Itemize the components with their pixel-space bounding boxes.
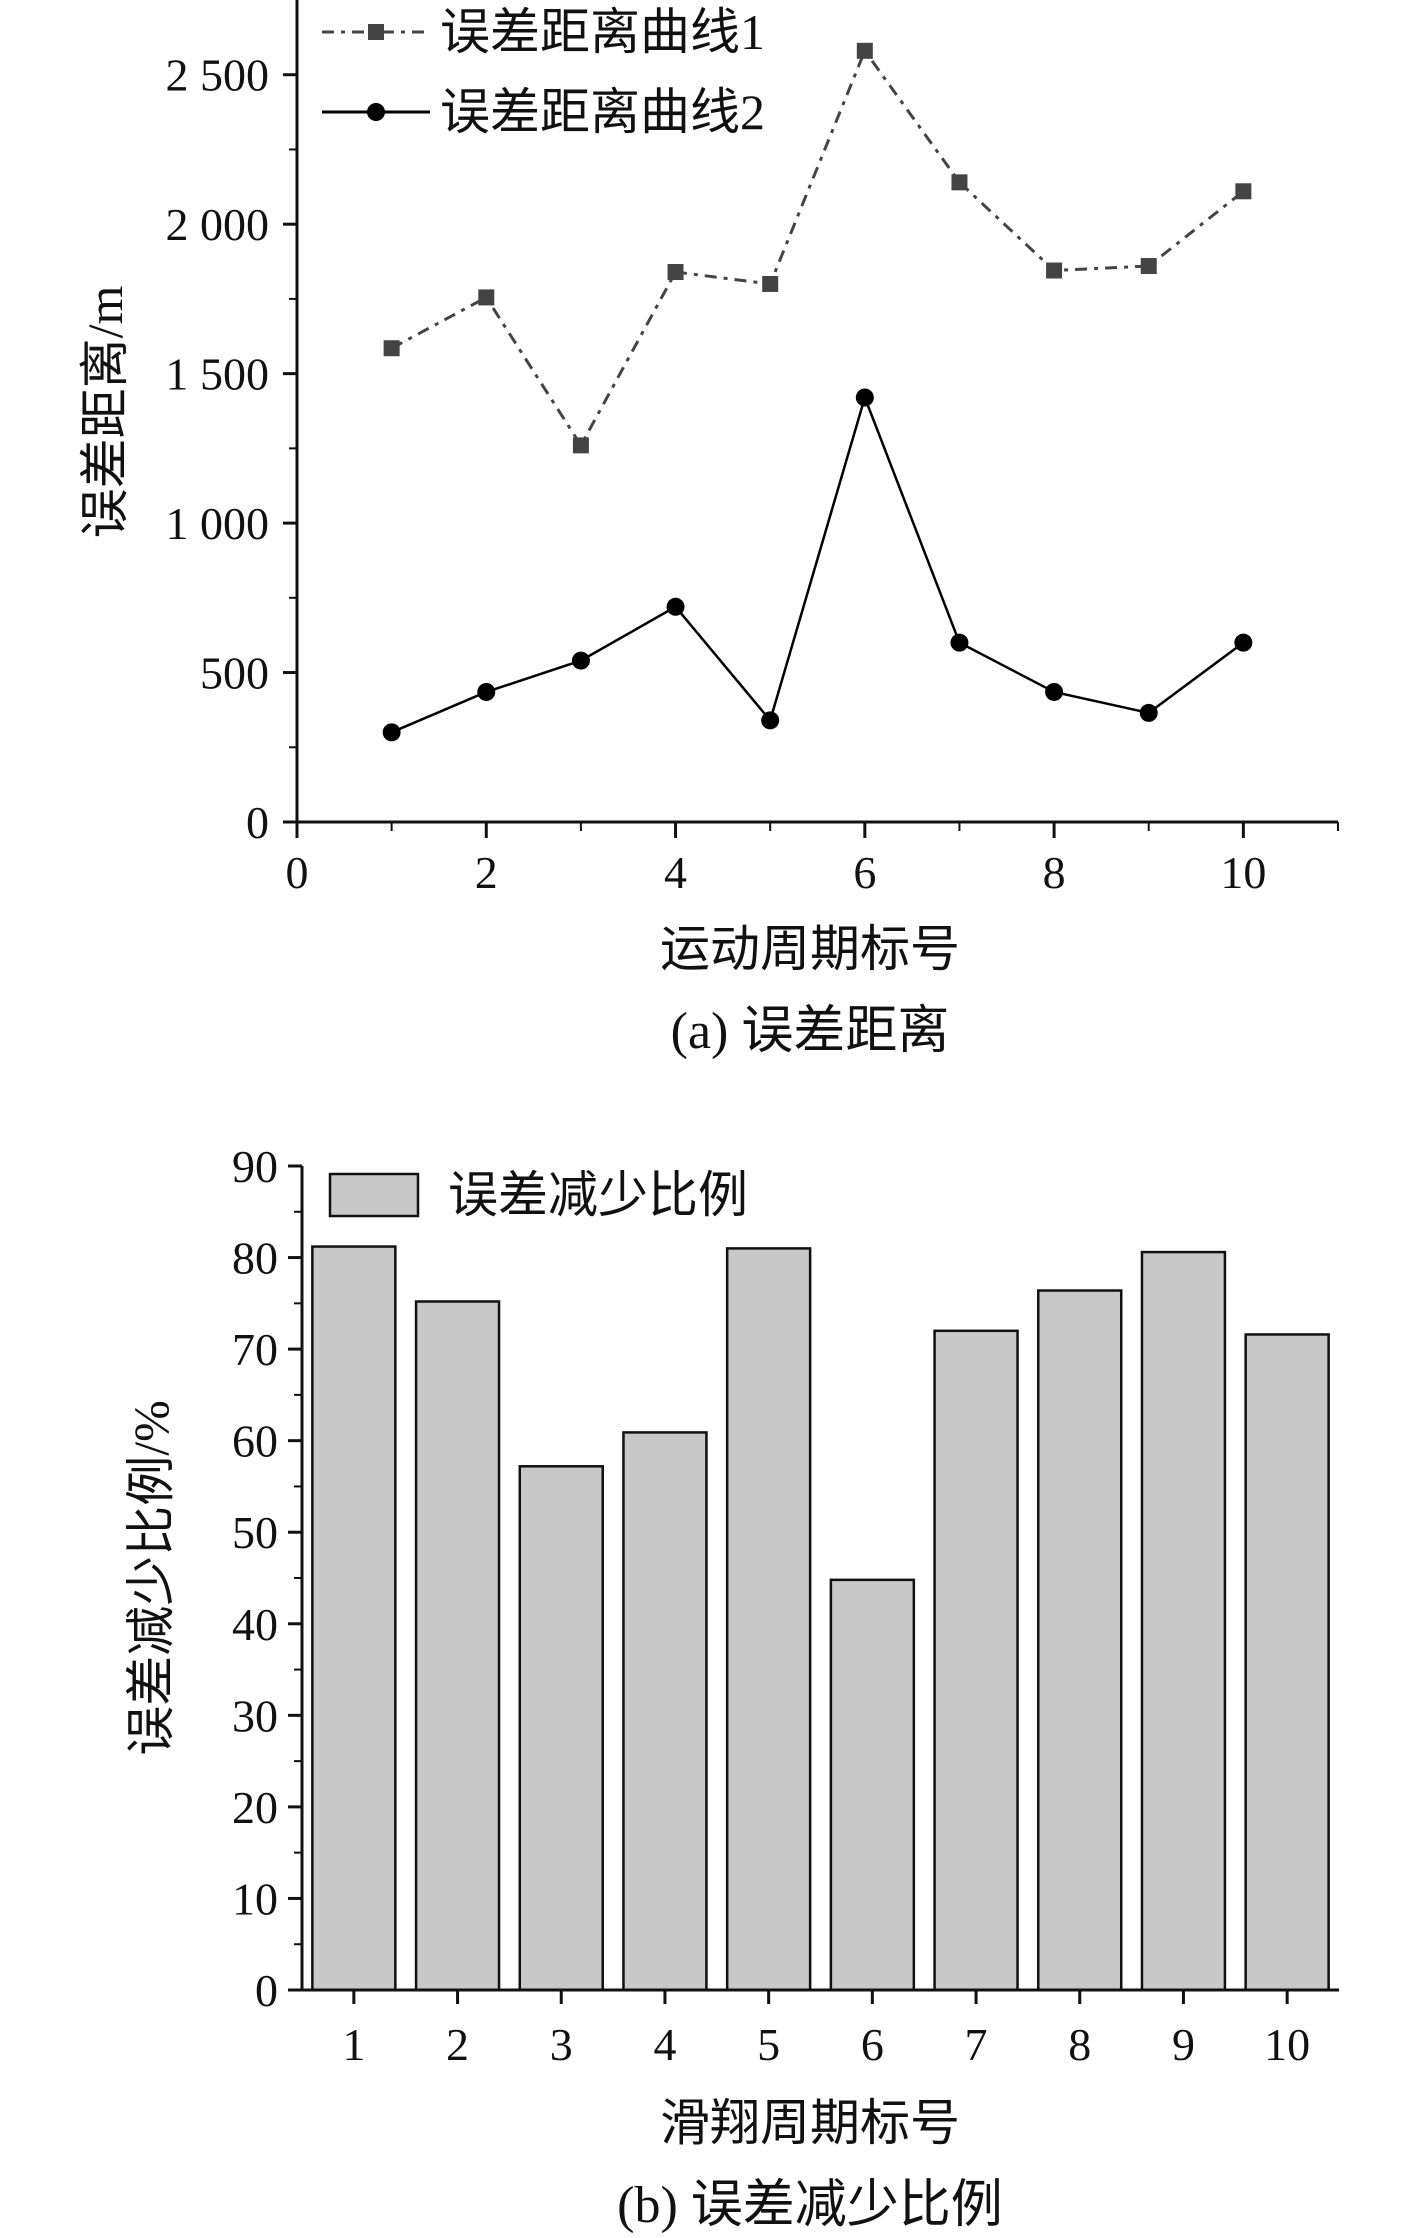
bar (1037, 1289, 1123, 1992)
bar (518, 1465, 604, 1992)
y-tick-label: 1 500 (166, 349, 270, 400)
data-point-series2 (855, 388, 874, 407)
x-tick-label: 2 (446, 2019, 469, 2070)
bar (725, 1247, 812, 1992)
legend-marker-circle (367, 103, 385, 121)
y-tick-label: 1 000 (166, 498, 270, 549)
y-tick-label: 80 (232, 1233, 278, 1284)
y-axis-title: 误差距离/m (77, 286, 133, 539)
x-tick-label: 2 (475, 847, 498, 898)
x-tick-label: 0 (286, 847, 309, 898)
data-point-series1 (1046, 262, 1063, 279)
data-point-series1 (1235, 183, 1252, 200)
data-point-series2 (1139, 703, 1158, 722)
bar (829, 1578, 916, 1992)
caption-b: (b) 误差减少比例 (617, 2177, 1003, 2234)
y-tick-label: 10 (232, 1873, 278, 1924)
x-tick-label: 5 (757, 2019, 780, 2070)
x-tick-label: 9 (1172, 2019, 1195, 2070)
data-point-series2 (477, 682, 496, 701)
x-tick-label: 10 (1264, 2019, 1310, 2070)
legend-label: 误差减少比例 (448, 1167, 748, 1223)
legend-label-1: 误差距离曲线1 (440, 4, 765, 60)
bar (311, 1245, 397, 1992)
bar (414, 1300, 501, 1992)
x-tick-label: 6 (853, 847, 876, 898)
data-point-series1 (951, 174, 968, 191)
bar (1140, 1250, 1227, 1992)
y-tick-label: 90 (232, 1141, 278, 1192)
legend-label-2: 误差距离曲线2 (440, 84, 765, 140)
legend-swatch (328, 1172, 420, 1218)
data-point-series2 (571, 651, 590, 670)
caption-a: (a) 误差距离 (671, 1003, 950, 1060)
y-tick-label: 40 (232, 1599, 278, 1650)
data-point-series2 (1234, 633, 1253, 652)
y-axis-title: 误差减少比例/% (123, 1400, 179, 1756)
x-tick-label: 3 (550, 2019, 573, 2070)
error-distance-chart: 0 500 1 000 1 500 2 000 2 500 0 2 4 6 8 10 运动周期标号 误差距… (77, 0, 1339, 1060)
y-tick-label: 2 000 (166, 199, 270, 250)
data-point-series1 (572, 437, 589, 454)
data-point-series2 (1045, 682, 1064, 701)
data-point-series2 (761, 711, 780, 730)
y-tick-label: 30 (232, 1690, 278, 1741)
x-tick-label: 10 (1220, 847, 1266, 898)
x-axis-title: 滑翔周期标号 (660, 2095, 960, 2151)
y-tick-label: 0 (255, 1965, 278, 2016)
y-tick-label: 0 (246, 797, 269, 848)
data-point-series2 (382, 723, 401, 742)
x-tick-label: 6 (861, 2019, 884, 2070)
data-point-series1 (667, 264, 684, 281)
data-point-series2 (666, 597, 685, 616)
x-axis-title: 运动周期标号 (660, 921, 960, 977)
x-tick-label: 7 (965, 2019, 988, 2070)
y-tick-label: 2 500 (166, 50, 270, 101)
data-point-series1 (478, 289, 495, 306)
bar (622, 1431, 708, 1992)
y-tick-label: 50 (232, 1507, 278, 1558)
data-point-series1 (383, 340, 400, 357)
legend-marker-square (368, 24, 384, 40)
y-tick-label: 60 (232, 1416, 278, 1467)
data-point-series1 (762, 275, 779, 292)
data-point-series2 (950, 633, 969, 652)
x-tick-label: 4 (664, 847, 687, 898)
data-point-series1 (1140, 258, 1157, 275)
x-tick-label: 8 (1043, 847, 1066, 898)
series-line-1 (390, 47, 1245, 449)
bar (933, 1329, 1019, 1992)
series-line-2 (391, 393, 1245, 734)
x-tick-label: 8 (1068, 2019, 1091, 2070)
y-tick-label: 70 (232, 1324, 278, 1375)
error-reduction-chart: 1 2 3 4 5 6 7 8 9 10 0 10 20 30 40 50 60 70 80 90 滑翔周期标号 误差减少… (123, 1141, 1339, 2234)
data-point-series1 (856, 42, 873, 59)
y-tick-label: 20 (232, 1782, 278, 1833)
x-tick-label: 1 (342, 2019, 365, 2070)
x-tick-label: 4 (653, 2019, 676, 2070)
bar (1244, 1333, 1330, 1992)
y-tick-label: 500 (200, 648, 269, 699)
